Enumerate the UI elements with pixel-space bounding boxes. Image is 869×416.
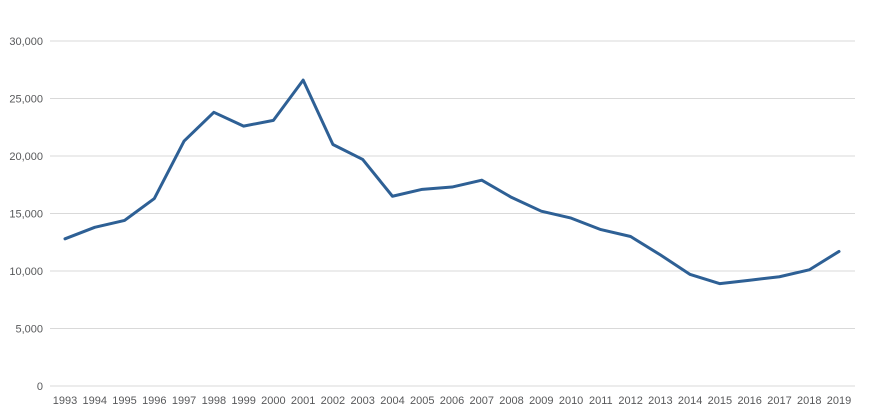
x-axis-tick-label: 1993: [53, 395, 77, 407]
x-axis-tick-label: 2013: [648, 395, 672, 407]
x-axis-tick-label: 1996: [142, 395, 166, 407]
x-axis-tick-label: 1997: [172, 395, 196, 407]
gridlines: [50, 40, 855, 387]
x-axis-tick-label: 2011: [589, 395, 613, 407]
x-axis-tick-label: 2016: [737, 395, 761, 407]
x-axis-tick-label: 1998: [202, 395, 226, 407]
x-axis-tick-label: 2014: [678, 395, 702, 407]
x-axis-labels: 1993 1994 1995 1996 1997 1998 1999 2000 2001 2002…: [53, 395, 851, 407]
x-axis-tick-label: 2007: [470, 395, 494, 407]
x-axis-tick-label: 1995: [112, 395, 136, 407]
y-axis-tick-label: 15,000: [9, 209, 43, 221]
x-axis-tick-label: 2005: [410, 395, 434, 407]
x-axis-tick-label: 2001: [291, 395, 315, 407]
x-axis-tick-label: 2003: [350, 395, 374, 407]
x-axis-tick-label: 1994: [83, 395, 107, 407]
y-axis-tick-label: 0: [37, 381, 43, 393]
y-axis-labels: 0 5,000 10,000 15,000 20,000 25,000 30,000: [9, 36, 43, 393]
y-axis-tick-label: 5,000: [15, 324, 43, 336]
x-axis-tick-label: 2010: [559, 395, 583, 407]
x-axis-tick-label: 2004: [380, 395, 404, 407]
x-axis-tick-label: 2017: [767, 395, 791, 407]
x-axis-tick-label: 1999: [231, 395, 255, 407]
data-line-series: [63, 78, 841, 286]
x-axis-tick-label: 2018: [797, 395, 821, 407]
x-axis-tick-label: 2015: [708, 395, 732, 407]
x-axis-tick-label: 2002: [321, 395, 345, 407]
x-axis-tick-label: 2008: [499, 395, 523, 407]
x-axis-tick-label: 2019: [827, 395, 851, 407]
x-axis-tick-label: 2006: [440, 395, 464, 407]
x-axis-tick-label: 2012: [618, 395, 642, 407]
y-axis-tick-label: 20,000: [9, 151, 43, 163]
x-axis-tick-label: 2000: [261, 395, 285, 407]
y-axis-tick-label: 10,000: [9, 266, 43, 278]
x-axis-tick-label: 2009: [529, 395, 553, 407]
y-axis-tick-label: 30,000: [9, 36, 43, 48]
y-axis-tick-label: 25,000: [9, 94, 43, 106]
